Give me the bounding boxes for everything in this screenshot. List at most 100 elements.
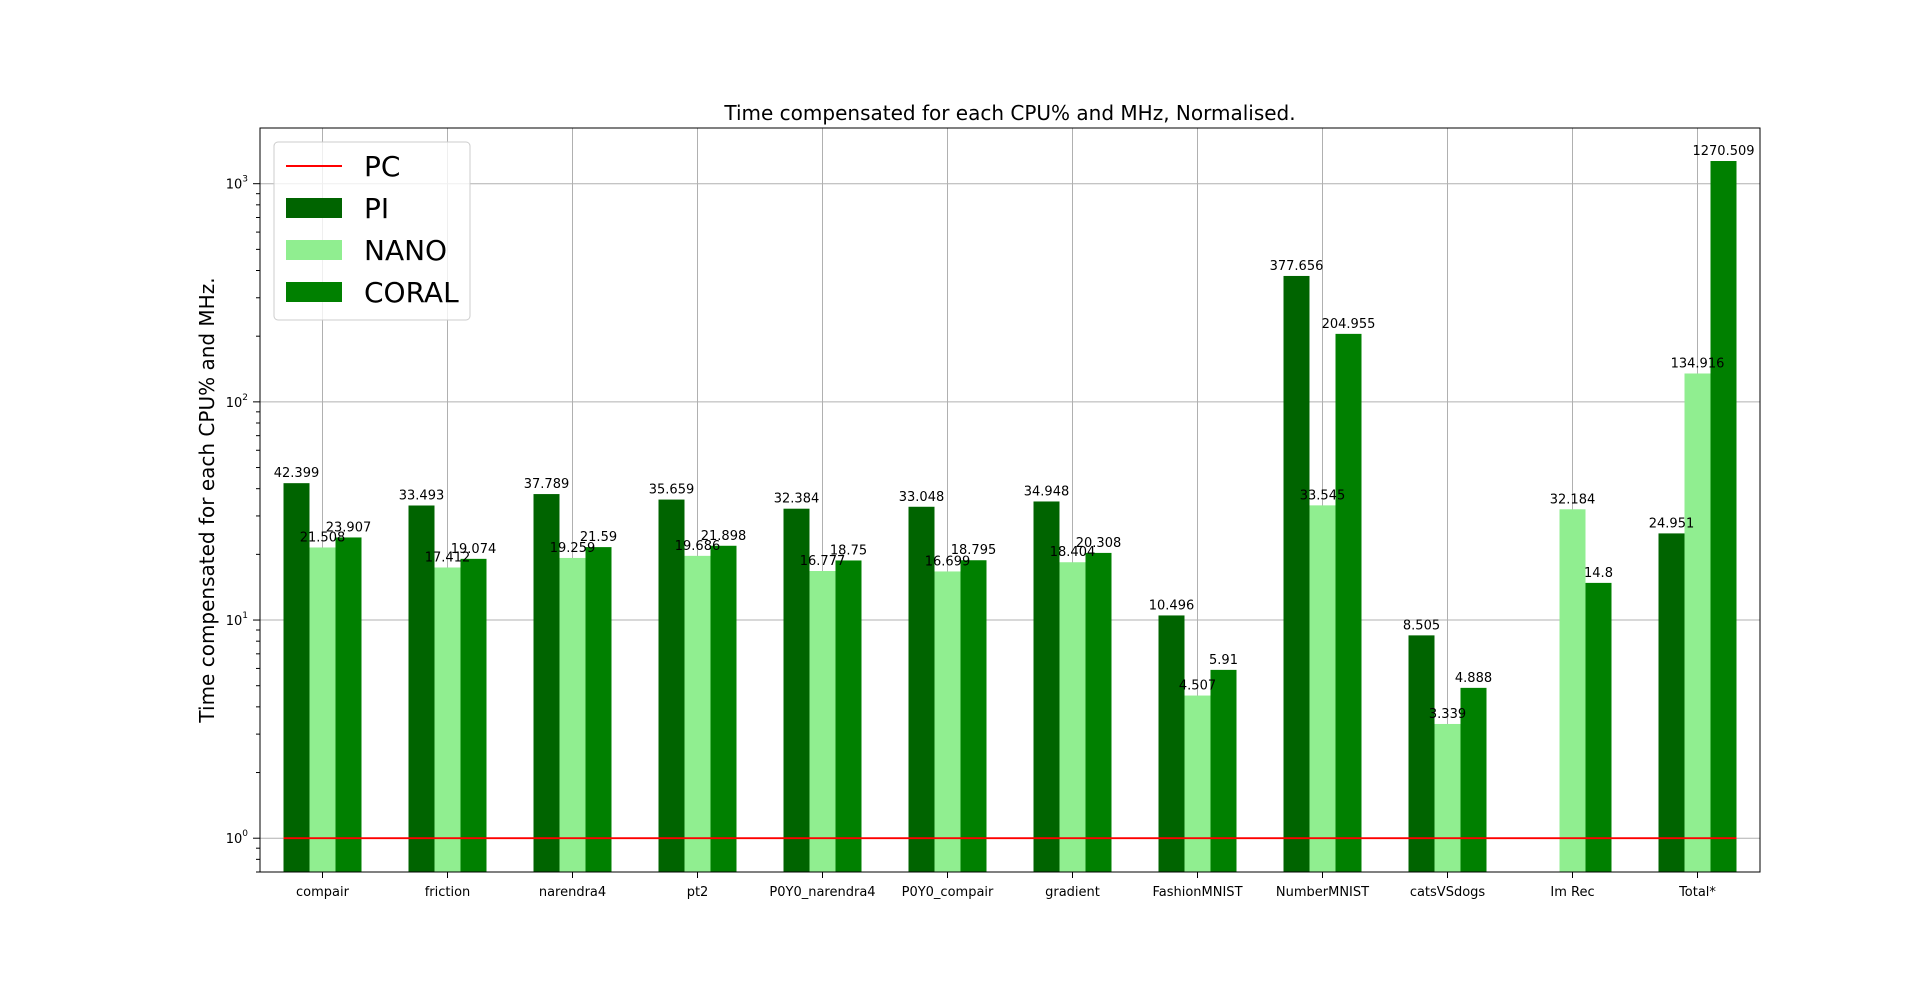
legend-swatch-coral [286,282,342,302]
y-tick-label: 100 [226,829,249,847]
bar-coral [1460,687,1487,872]
bar-nano [1309,505,1336,872]
bar-value-label: 42.399 [274,466,320,481]
bar-coral [1710,161,1737,873]
bar-pi [658,499,685,872]
bar-nano [1559,509,1586,872]
bar-value-label: 32.384 [774,492,820,507]
bar-value-label: 18.75 [830,543,867,558]
bar-coral [460,558,487,872]
bar-value-label: 134.916 [1671,356,1725,371]
bar-value-label: 33.545 [1300,488,1346,503]
legend-label-coral: CORAL [364,276,459,309]
bar-value-label: 8.505 [1403,618,1440,633]
bar-value-label: 37.789 [524,477,570,492]
bar-value-label: 14.8 [1584,566,1613,581]
plot-frame [259,127,1761,873]
legend-label-pc: PC [364,150,400,183]
y-axis-ticks: 100 101 102 103 [226,175,260,873]
x-tick-label: P0Y0_compair [902,885,994,900]
bar-coral [835,560,862,872]
legend: PC PI NANO CORAL [273,141,471,321]
bar-nano [434,567,461,872]
bar-value-label: 4.507 [1179,679,1216,694]
bar-value-label: 19.259 [550,541,596,556]
bar-pi [408,505,435,872]
bar-value-label: 33.048 [899,490,945,505]
bar-value-label: 16.777 [800,554,846,569]
bar-coral [1585,582,1612,872]
bar-pi [783,508,810,872]
bar-nano [1434,723,1461,872]
bar-value-label: 32.184 [1550,492,1596,507]
y-tick-label: 103 [226,175,248,193]
x-tick-label: gradient [1045,885,1100,900]
bar-coral [960,560,987,872]
x-tick-label: NumberMNIST [1276,885,1369,900]
legend-label-pi: PI [364,192,389,225]
bar-pi [1658,533,1685,872]
legend-swatch-pi [286,198,342,218]
legend-label-nano: NANO [364,234,447,267]
x-tick-label: P0Y0_narendra4 [769,885,875,900]
bar-value-label: 34.948 [1024,484,1070,499]
bar-pi [1158,615,1185,872]
x-tick-label: narendra4 [539,885,606,900]
bar-coral [1335,333,1362,872]
bar-coral [585,547,612,872]
bar-pi [1033,501,1060,872]
bar-value-label: 20.308 [1076,536,1122,551]
bar-pi [283,483,310,872]
y-tick-label: 102 [226,393,248,411]
bar-pi [1408,635,1435,872]
bar-value-label: 1270.509 [1692,144,1754,159]
bar-nano [934,571,961,872]
bar-nano [1059,562,1086,872]
bar-value-label: 23.907 [326,520,372,535]
bar-value-label: 377.656 [1270,259,1324,274]
bar-value-label: 35.659 [649,483,695,498]
y-axis-title: Time compensated for each CPU% and MHz. [195,277,219,723]
bar-value-label: 21.59 [580,530,617,545]
x-tick-label: Total* [1678,885,1716,900]
bar-nano [809,571,836,872]
x-tick-label: catsVSdogs [1410,885,1486,900]
bar-nano [1684,373,1711,872]
bar-value-label: 10.496 [1149,598,1195,613]
x-tick-label: friction [425,885,471,900]
bar-value-label: 204.955 [1322,317,1376,332]
x-axis-ticks: compair friction narendra4 pt2 P0Y0_narendra… [296,872,1716,900]
chart-title: Time compensated for each CPU% and MHz, … [723,101,1295,125]
bar-value-label: 18.404 [1050,545,1096,560]
bar-nano [684,555,711,872]
bar-value-label: 19.074 [451,542,497,557]
bar-value-label: 21.508 [300,530,346,545]
bar-coral [710,545,737,872]
legend-box [273,141,471,321]
bar-value-label: 24.951 [1649,516,1695,531]
bar-coral [1085,552,1112,872]
bar-nano [1184,695,1211,872]
x-tick-label: pt2 [687,885,709,900]
bar-value-label: 16.699 [925,554,971,569]
bar-coral [335,537,362,872]
bar-value-label: 4.888 [1455,671,1492,686]
bar-coral [1210,669,1237,872]
legend-swatch-nano [286,240,342,260]
x-tick-label: compair [296,885,350,900]
bar-value-label: 3.339 [1429,707,1466,722]
bar-pi [533,494,560,872]
bar-nano [559,557,586,872]
bar-value-label: 18.795 [951,543,997,558]
x-tick-label: FashionMNIST [1152,885,1242,900]
x-tick-label: Im Rec [1550,885,1594,900]
bar-nano [309,547,336,872]
bar-value-label: 17.412 [425,550,471,565]
bar-pi [1283,275,1310,872]
y-tick-label: 101 [226,611,248,629]
bar-value-label: 5.91 [1209,653,1238,668]
bar-value-label: 33.493 [399,489,445,504]
bars [283,161,1737,873]
bar-value-labels: 42.399 33.493 37.789 35.659 32.384 33.048 34.9… [274,144,1755,722]
